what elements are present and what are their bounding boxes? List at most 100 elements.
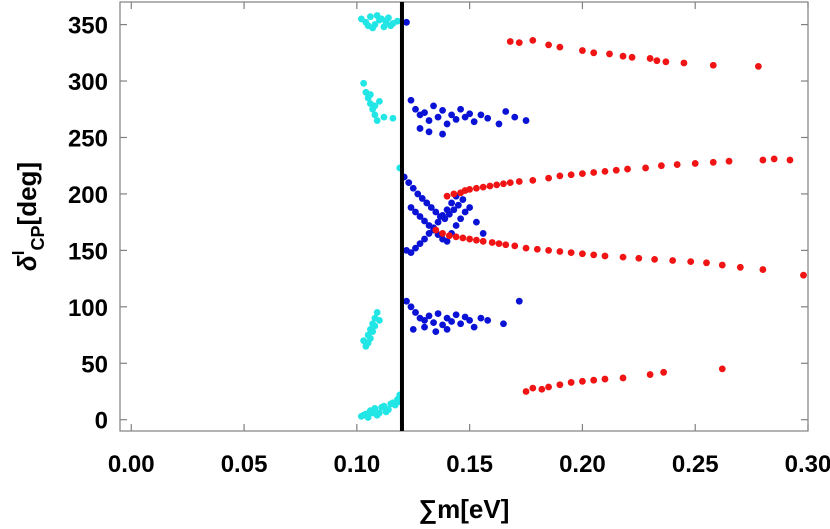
data-point [457,215,465,223]
data-point [495,120,503,128]
x-tick-label: 0.05 [221,451,268,478]
points-layer [357,12,807,421]
data-point [387,22,395,30]
data-point [628,53,636,61]
data-point [432,328,440,336]
data-point [709,158,717,166]
data-point [470,323,478,331]
data-point [759,266,767,273]
data-point [642,164,649,172]
data-point [601,375,609,383]
y-axis-label-sup: l [9,250,28,255]
y-axis-label-sub: CP [28,225,48,250]
data-point [450,206,458,214]
data-point [459,196,467,203]
data-point [515,39,523,47]
data-point [421,316,428,324]
data-point [421,217,428,225]
data-point [445,232,453,240]
data-point [646,371,654,378]
data-point [416,125,424,132]
data-point [567,249,575,257]
data-point [369,24,377,32]
data-point [511,242,519,250]
y-tick-label: 250 [68,125,108,152]
x-tick-label: 0.20 [559,451,606,478]
data-point [439,321,446,329]
data-point [680,59,688,67]
data-point [718,261,726,269]
data-point [506,38,514,45]
data-point [477,111,485,119]
data-point [434,218,442,226]
data-point [515,178,523,185]
y-axis-label: δlCP[deg] [9,162,48,271]
x-tick-label: 0.10 [333,451,380,478]
data-point [394,17,401,25]
data-point [567,379,575,386]
data-point [515,297,523,305]
data-point [470,118,478,126]
data-point [669,257,677,264]
data-point [477,314,485,322]
data-point [452,311,460,319]
data-point [380,113,388,121]
data-point [556,172,564,180]
data-point [425,128,433,136]
data-point [500,180,507,188]
data-point [407,249,415,257]
data-point [414,190,422,198]
data-point [479,230,487,237]
data-point [439,130,446,138]
data-point [407,96,415,104]
x-tick-label: 0.30 [785,451,830,478]
data-point [538,385,546,393]
data-point [486,182,494,190]
data-point [450,190,458,198]
data-point [466,186,474,193]
data-point [590,49,598,57]
data-point [371,111,379,119]
data-point [556,43,564,51]
data-point [405,179,413,187]
data-point [556,248,564,255]
data-point [529,384,537,392]
data-point [479,183,487,191]
data-point [579,47,586,54]
data-point [378,15,386,23]
data-point [619,52,627,60]
data-point [646,55,654,62]
data-point [522,117,530,124]
data-point [376,97,383,105]
data-point [443,120,451,128]
data-point [369,409,377,417]
data-point [403,297,410,305]
data-point [421,109,428,117]
data-point [439,106,446,114]
data-point [709,61,717,69]
data-point [373,309,381,316]
data-point [800,271,807,279]
data-point [502,241,510,249]
data-point [418,195,426,202]
data-point [443,192,451,200]
data-point [382,408,390,416]
data-point [448,111,455,119]
data-point [439,211,446,219]
data-point [473,236,480,244]
data-point [653,57,661,65]
data-point [590,169,598,176]
data-point [590,376,598,384]
data-point [454,201,462,209]
data-point [366,13,374,21]
data-point [430,319,437,327]
data-point [387,400,395,408]
data-point [373,117,381,124]
data-point [443,237,451,245]
data-point [416,240,424,247]
y-tick-label: 300 [68,69,108,96]
y-tick-label: 350 [68,13,108,40]
data-point [371,102,379,110]
data-point [754,62,762,70]
